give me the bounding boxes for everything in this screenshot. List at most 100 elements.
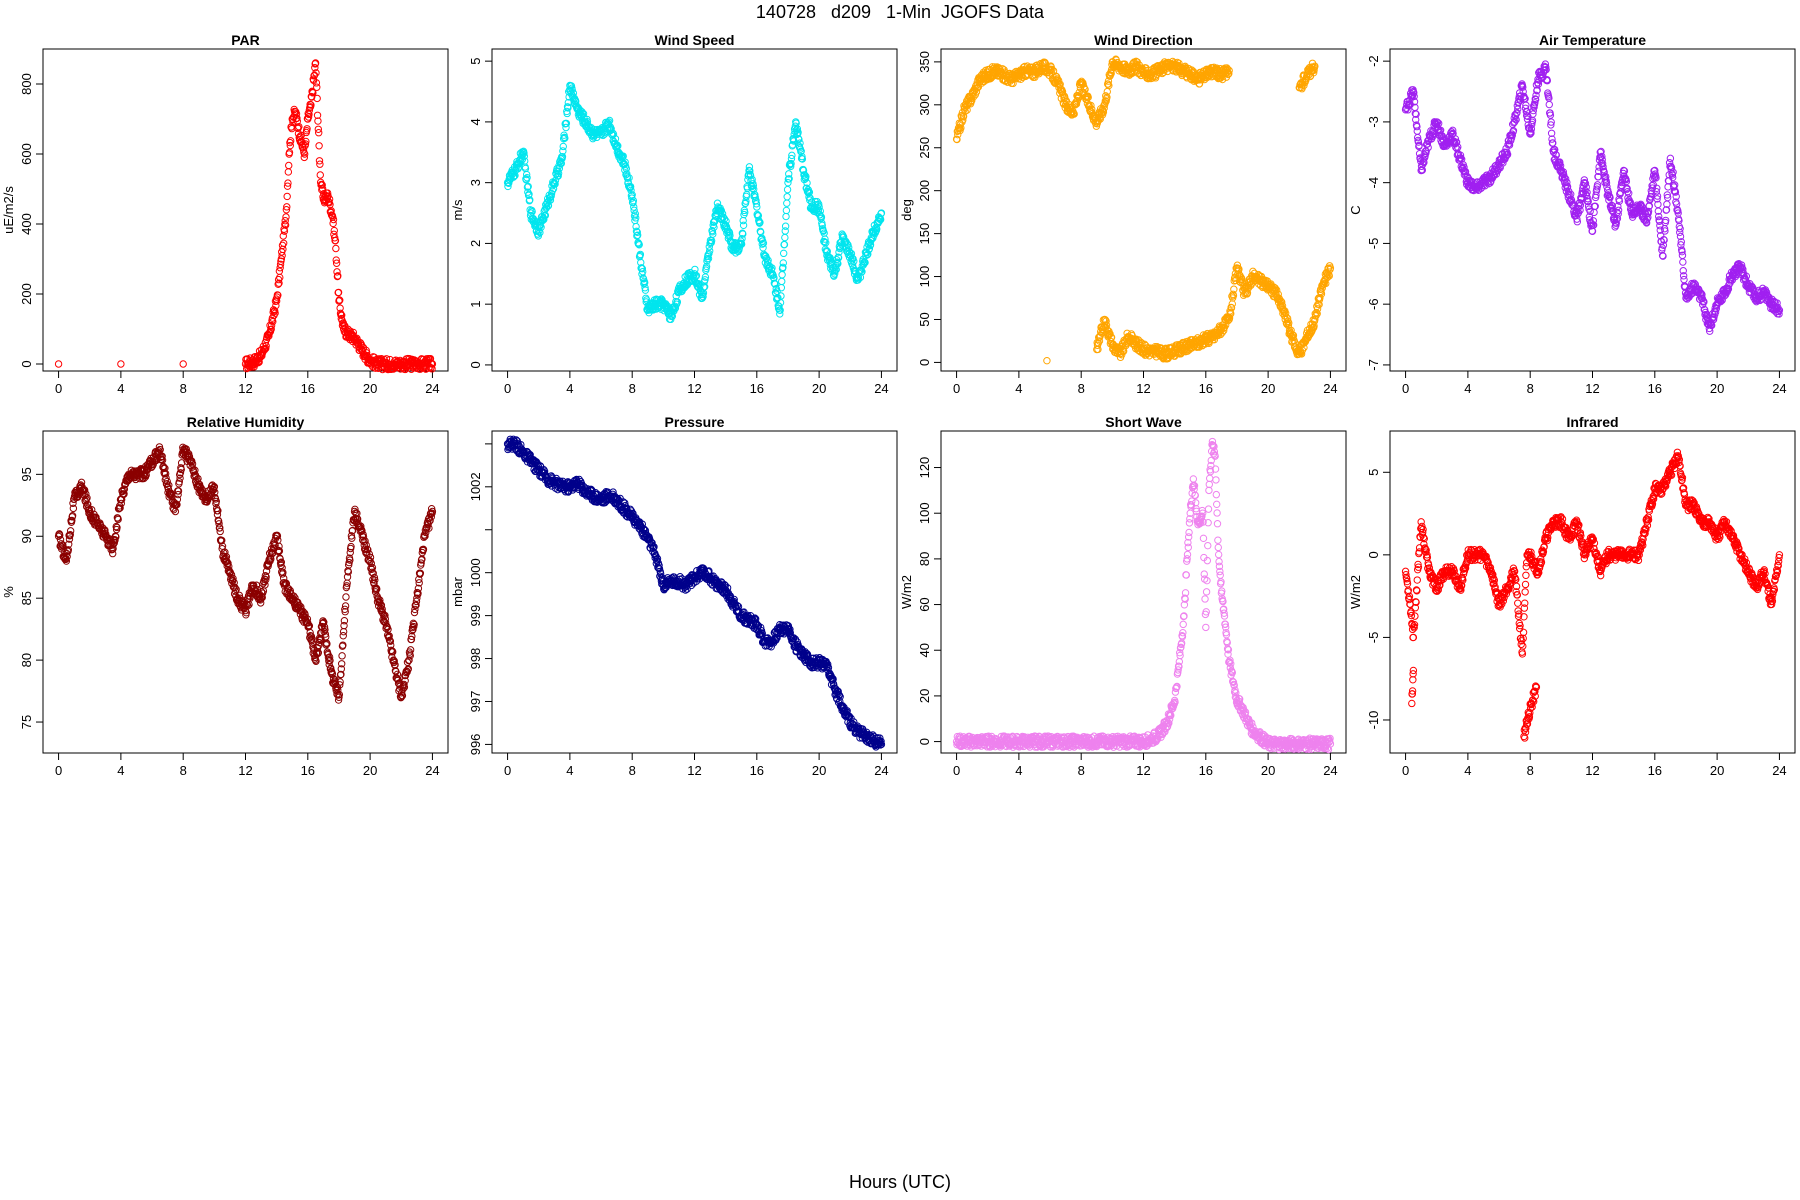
air-temperature-title: Air Temperature xyxy=(1539,32,1646,48)
wind-direction-data-point xyxy=(953,135,961,144)
wind-speed-data-point xyxy=(822,239,830,247)
wind-speed-data-point xyxy=(843,240,851,248)
wind-direction-data-point xyxy=(972,88,981,96)
par-data-point xyxy=(315,142,323,150)
wind-speed-data-point xyxy=(725,229,734,237)
wind-speed-data-point xyxy=(541,211,550,220)
wind-speed-data-point xyxy=(572,97,580,106)
par-data-point xyxy=(309,89,317,97)
par-data-point xyxy=(303,114,312,123)
wind-speed-data-point xyxy=(580,118,589,126)
wind-speed-points xyxy=(503,81,886,324)
wind-direction-data-point xyxy=(1084,93,1092,102)
par-data-point xyxy=(336,304,344,312)
wind-direction-data-point xyxy=(1102,92,1110,100)
wind-speed-data-point xyxy=(636,250,645,259)
par-y-tick-label: 400 xyxy=(19,213,34,235)
par-data-point xyxy=(313,111,322,119)
par-data-point xyxy=(306,100,314,109)
wind-direction-y-tick-label: 150 xyxy=(917,223,932,245)
par-data-point xyxy=(330,234,339,242)
wind-speed-data-point xyxy=(806,194,814,202)
air-temperature-x-tick-label: 24 xyxy=(1772,381,1786,396)
wind-direction-data-point xyxy=(1175,59,1183,68)
relative-humidity-points xyxy=(54,443,437,704)
par-data-point xyxy=(300,148,308,157)
wind-speed-data-point xyxy=(847,249,856,258)
wind-speed-data-point xyxy=(797,147,805,155)
wind-speed-data-point xyxy=(641,286,650,294)
pressure-points xyxy=(503,435,886,751)
wind-direction-data-point xyxy=(1054,76,1063,85)
par-data-point xyxy=(318,181,326,189)
wind-speed-data-point xyxy=(798,152,806,161)
par-data-point xyxy=(306,103,314,112)
pressure-title: Pressure xyxy=(665,414,725,430)
wind-speed-data-point xyxy=(803,179,811,187)
wind-speed-data-point xyxy=(520,149,528,157)
wind-direction-y-tick-label: 100 xyxy=(917,266,932,288)
pressure-x-tick-label: 12 xyxy=(687,763,701,778)
wind-speed-data-point xyxy=(779,263,787,272)
wind-speed-data-point xyxy=(549,185,558,193)
par-data-point xyxy=(325,195,334,203)
par-data-point xyxy=(262,344,270,353)
par-data-point xyxy=(311,60,319,68)
page-title: 140728 d209 1-Min JGOFS Data xyxy=(755,2,1045,22)
wind-speed-data-point xyxy=(540,215,548,224)
wind-speed-data-point xyxy=(781,233,789,242)
par-data-point xyxy=(293,114,301,122)
wind-speed-data-point xyxy=(705,247,714,255)
wind-speed-plot-frame xyxy=(491,48,898,372)
wind-speed-data-point xyxy=(737,240,746,248)
par-data-point xyxy=(331,236,340,245)
par-x-tick-label: 24 xyxy=(425,381,439,396)
air-temperature-data-point xyxy=(1549,139,1557,147)
par-data-point xyxy=(329,219,337,228)
relative-humidity-data-point xyxy=(338,652,346,660)
par-data-point xyxy=(327,207,335,215)
par-data-point xyxy=(311,64,319,72)
wind-speed-data-point xyxy=(788,151,796,160)
wind-speed-data-point xyxy=(805,188,814,196)
par-data-point xyxy=(313,83,321,91)
wind-speed-data-point xyxy=(866,241,875,249)
par-data-point xyxy=(276,273,284,282)
pressure-x-tick-label: 0 xyxy=(504,763,511,778)
wind-speed-data-point xyxy=(547,189,556,198)
wind-speed-data-point xyxy=(517,151,526,160)
wind-speed-data-point xyxy=(520,152,529,160)
wind-speed-data-point xyxy=(709,230,717,238)
wind-direction-y-label: deg xyxy=(899,199,914,221)
par-data-point xyxy=(281,221,290,229)
air-temperature-y-tick-label: -4 xyxy=(1366,177,1381,189)
wind-speed-data-point xyxy=(876,215,885,224)
air-temperature-y-tick-label: -6 xyxy=(1366,298,1381,310)
air-temperature-points xyxy=(1401,60,1784,335)
wind-speed-data-point xyxy=(633,228,641,236)
pressure-x-tick-label: 4 xyxy=(566,763,573,778)
par-data-point xyxy=(286,141,294,150)
par-data-point xyxy=(306,103,315,111)
wind-direction-data-point xyxy=(1227,304,1236,312)
par-y-label: uE/m2/s xyxy=(1,186,16,234)
wind-speed-data-point xyxy=(613,141,621,149)
par-data-point xyxy=(334,272,342,280)
wind-speed-data-point xyxy=(739,221,748,230)
par-data-point xyxy=(284,168,293,176)
relative-humidity-data-point xyxy=(406,646,415,654)
wind-speed-x-tick-label: 4 xyxy=(566,381,573,396)
par-data-point xyxy=(285,161,293,170)
wind-direction-x-tick-label: 4 xyxy=(1015,381,1022,396)
wind-speed-data-point xyxy=(784,178,792,187)
par-data-point xyxy=(427,359,436,368)
air-temperature-x-tick-label: 16 xyxy=(1648,381,1662,396)
par-data-point xyxy=(329,215,338,224)
wind-direction-data-point xyxy=(1238,275,1246,284)
wind-speed-data-point xyxy=(554,169,563,178)
wind-speed-data-point xyxy=(780,240,789,249)
par-data-point xyxy=(328,212,337,220)
par-title: PAR xyxy=(231,32,260,48)
